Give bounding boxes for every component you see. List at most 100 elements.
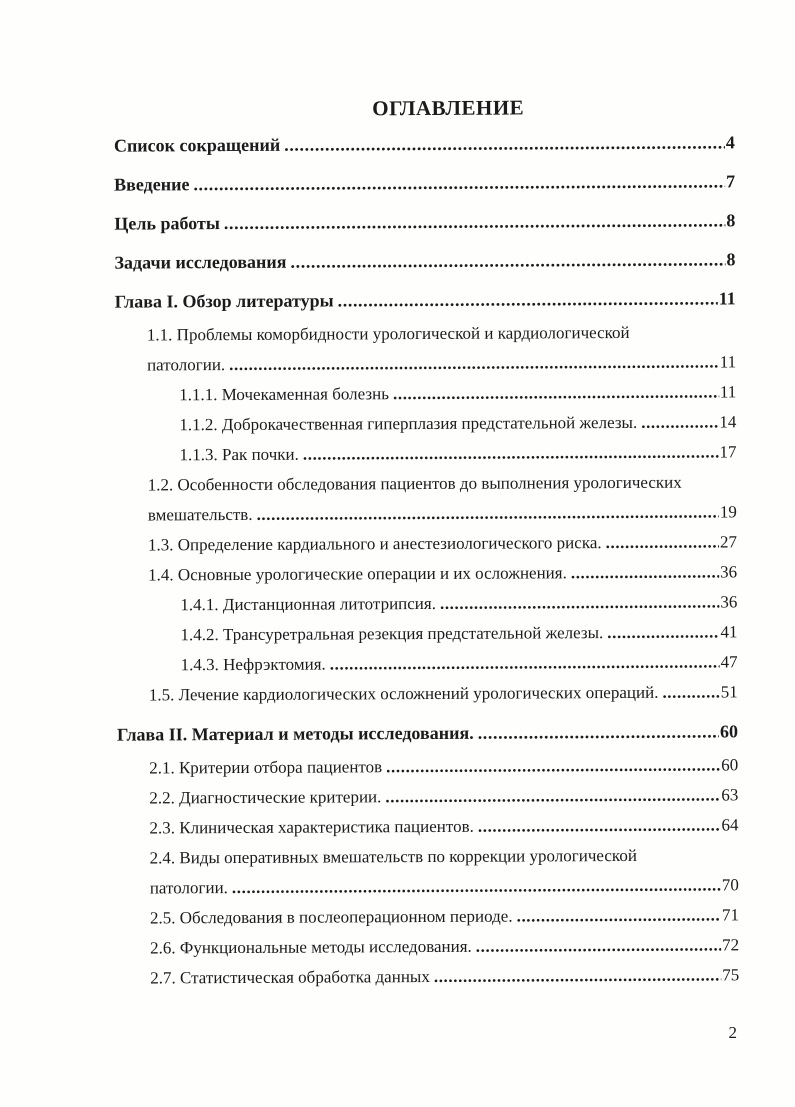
toc-dot-leader [385,780,720,812]
toc-page-number: 71 [721,905,739,925]
toc-entry: 1.1.2. Доброкачественная гиперплазия пре… [115,407,736,440]
toc-entry: 1.2. Особенности обследования пациентов … [116,467,737,500]
toc-page-number: 17 [719,442,737,462]
toc-entry: вмешательств. 19 [116,497,737,530]
toc-entry: 2.7. Статистическая обработка данных 75 [118,960,739,993]
toc-dot-leader [478,716,719,747]
toc-entry: 1.4.2. Трансуретральная резекция предста… [116,617,737,650]
toc-entry: 2.2. Диагностические критерии. 63 [117,780,738,813]
toc-entry-text: 1.3. Определение кардиального и анестези… [147,533,602,555]
toc-entry-text: 1.4. Основные урологические операции и и… [148,563,567,585]
toc-dot-leader [386,750,720,782]
toc-page-number: 72 [722,935,740,955]
toc-entry-text: 2.5. Обследования в послеоперационном пе… [149,906,513,928]
toc-content: ОГЛАВЛЕНИЕ Список сокращений 4 Введение … [114,94,740,993]
toc-dot-leader [606,527,720,558]
toc-entry: Глава I. Обзор литературы 11 [115,283,736,316]
toc-entry-text: 1.1.2. Доброкачественная гиперплазия пре… [179,412,638,435]
toc-entry-text: 1.4.3. Нефрэктомия. [180,654,326,675]
toc-entry: 2.5. Обследования в послеоперационном пе… [118,900,739,933]
toc-entry: Задачи исследования 8 [114,244,735,277]
toc-page-number: 11 [718,288,736,309]
toc-dot-leader [516,900,721,931]
toc-page-number: 51 [720,682,738,702]
toc-dot-leader [284,127,725,159]
toc-dot-leader [440,587,720,618]
toc-page-number: 4 [725,132,735,153]
toc-dot-leader [229,347,719,380]
toc-entry: 1.3. Определение кардиального и анестези… [116,527,737,560]
toc-dot-leader [393,377,719,409]
toc-entry: 1.1.3. Рак почки. 17 [115,437,736,470]
toc-page-number: 36 [720,562,738,582]
toc-page-number: 27 [719,532,738,552]
toc-page-number: 19 [719,502,737,522]
toc-page-number: 75 [722,965,740,985]
toc-entry-text: Глава II. Материал и методы исследования… [116,722,474,745]
toc-dot-leader [303,437,719,469]
toc-entry: патологии. 70 [118,870,739,903]
toc-entry-text: 2.3. Клиническая характеристика пациенто… [149,816,474,838]
toc-entry-text: патологии. [149,878,228,898]
toc-dot-leader [478,810,721,841]
toc-entry: 2.6. Функциональные методы исследования.… [118,930,739,963]
toc-entry-text: 1.1.3. Рак почки. [179,444,299,465]
table-of-contents: Список сокращений 4 Введение 7 Цель рабо… [114,127,740,993]
toc-entry-text: 2.4. Виды оперативных вмешательств по ко… [149,845,637,868]
toc-entry-text: 1.4.1. Дистанционная литотрипсия. [180,593,437,615]
toc-entry: Введение 7 [114,166,735,199]
toc-page-number: 64 [721,815,739,835]
toc-entry-text: Задачи исследования [114,251,287,273]
toc-dot-leader [338,283,718,315]
toc-dot-leader [662,677,720,707]
toc-entry-text: 1.2. Особенности обследования пациентов … [147,472,682,495]
toc-entry-text: Список сокращений [113,134,281,156]
page-title: ОГЛАВЛЕНИЕ [372,95,525,121]
toc-dot-leader [434,960,722,992]
toc-dot-leader [224,205,726,238]
toc-entry-text: 1.5. Лечение кардиологических осложнений… [148,682,659,705]
toc-dot-leader [571,557,719,588]
toc-page-number: 7 [726,171,736,192]
toc-entry-text: 1.1.1. Мочекаменная болезнь [179,384,390,405]
toc-entry-text: 2.6. Функциональные методы исследования. [150,936,472,958]
toc-entry: 1.5. Лечение кардиологических осложнений… [117,677,738,710]
toc-dot-leader [256,497,718,529]
toc-dot-leader [232,870,721,903]
toc-entry: Цель работы 8 [114,205,735,238]
toc-page-number: 11 [719,382,737,402]
toc-entry-text: вмешательств. [147,504,253,525]
toc-entry-text: 1.1. Проблемы коморбидности урологическо… [146,322,630,345]
toc-dot-leader [330,647,720,679]
toc-entry: Глава II. Материал и методы исследования… [117,716,738,749]
toc-page-number: 63 [721,785,739,805]
toc-entry: 1.1.1. Мочекаменная болезнь 11 [115,377,736,410]
toc-dot-leader [607,617,719,648]
toc-page-number: 60 [721,755,739,775]
footer-page-number: 2 [728,1023,738,1042]
toc-dot-leader [641,407,718,437]
toc-page-number: 36 [720,592,738,612]
toc-page-number: 14 [719,412,737,432]
toc-entry: 2.4. Виды оперативных вмешательств по ко… [118,840,739,873]
toc-entry-text: Цель работы [114,213,220,234]
toc-entry: 1.4.3. Нефрэктомия. 47 [117,647,738,680]
toc-dot-leader [290,244,725,276]
toc-entry: 1.4. Основные урологические операции и и… [116,557,737,590]
toc-entry: 2.3. Клиническая характеристика пациенто… [117,810,738,843]
toc-entry-text: 2.7. Статистическая обработка данных [150,966,430,988]
toc-page-number: 60 [719,721,739,742]
toc-page-number: 8 [726,210,736,231]
toc-entry: 1.1. Проблемы коморбидности урологическо… [115,317,736,350]
toc-entry: 1.4.1. Дистанционная литотрипсия. 36 [116,587,737,620]
toc-entry-text: 1.4.2. Трансуретральная резекция предста… [180,623,604,645]
toc-entry-text: патологии. [147,355,226,375]
toc-entry-text: Глава I. Обзор литературы [114,290,334,312]
toc-dot-leader [193,166,725,199]
toc-entry-text: 2.2. Диагностические критерии. [149,787,382,808]
toc-entry: патологии. 11 [115,347,736,380]
toc-page-number: 70 [721,875,739,895]
toc-entry-text: 2.1. Критерии отбора пациентов [149,757,383,778]
toc-page-number: 41 [720,622,738,642]
